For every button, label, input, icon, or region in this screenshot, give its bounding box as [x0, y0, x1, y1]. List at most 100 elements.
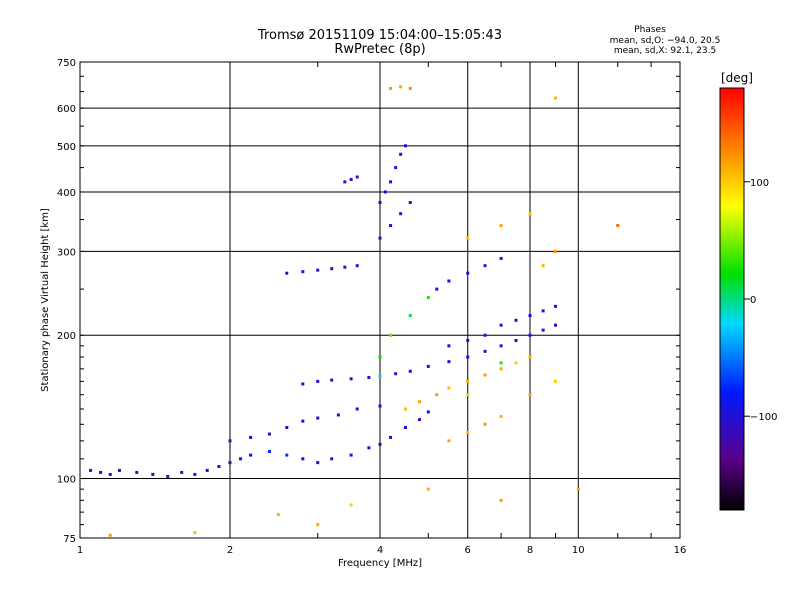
data-point: [285, 425, 289, 429]
data-point: [378, 236, 382, 240]
data-point: [417, 418, 421, 422]
data-point: [499, 224, 503, 228]
data-point: [249, 435, 253, 439]
x-tick-label: 1: [77, 545, 83, 556]
data-point: [285, 453, 289, 457]
data-point: [408, 369, 412, 373]
data-point: [447, 386, 451, 390]
data-point: [389, 435, 393, 439]
data-point: [399, 152, 403, 156]
stats-line-x: mean, sd,X: 92.1, 23.5: [614, 46, 716, 56]
colorbar-tick-label: −100: [750, 412, 777, 423]
data-point: [435, 393, 439, 397]
data-point: [193, 472, 197, 476]
data-point: [316, 268, 320, 272]
data-point: [389, 333, 393, 337]
data-point: [528, 333, 532, 337]
data-point: [499, 344, 503, 348]
data-point: [389, 224, 393, 228]
y-tick-label: 200: [57, 331, 76, 342]
data-point: [426, 410, 430, 414]
data-point: [403, 144, 407, 148]
data-point: [483, 349, 487, 353]
data-point: [343, 180, 347, 184]
chart-title: Tromsø 20151109 15:04:00–15:05:43: [257, 28, 502, 43]
data-point: [541, 309, 545, 313]
data-point: [285, 271, 289, 275]
data-point: [466, 393, 470, 397]
data-point: [378, 442, 382, 446]
colorbar-ticks: 100 0 −100: [744, 178, 777, 423]
data-point: [576, 487, 580, 491]
data-point: [553, 304, 557, 308]
data-point: [205, 468, 209, 472]
data-point: [180, 470, 184, 474]
data-point: [499, 256, 503, 260]
data-point: [249, 453, 253, 457]
data-point: [228, 461, 232, 465]
data-point: [108, 533, 112, 537]
data-point: [301, 270, 305, 274]
colorbar: [719, 87, 745, 511]
data-point: [399, 212, 403, 216]
data-point: [466, 338, 470, 342]
data-point: [435, 287, 439, 291]
data-point: [267, 449, 271, 453]
data-point: [541, 264, 545, 268]
x-tick-label: 4: [377, 545, 383, 556]
data-point: [228, 439, 232, 443]
data-point: [403, 407, 407, 411]
x-tick-label: 10: [572, 545, 585, 556]
x-tick-labels: 1 2 4 6 8 10 16: [77, 545, 687, 556]
data-point: [343, 265, 347, 269]
data-point: [336, 413, 340, 417]
data-point: [399, 85, 403, 89]
data-point: [267, 432, 271, 436]
data-point: [541, 328, 545, 332]
y-tick-label: 600: [57, 104, 76, 115]
data-point: [447, 439, 451, 443]
data-point: [514, 361, 518, 365]
data-point: [166, 474, 170, 478]
y-tick-labels: 75 100 200 300 400 500 600 750: [57, 58, 76, 545]
y-tick-label: 75: [63, 534, 76, 545]
data-point: [99, 470, 103, 474]
x-tick-label: 16: [674, 545, 687, 556]
data-point: [417, 400, 421, 404]
data-point: [553, 249, 557, 253]
colorbar-tick-label: 0: [750, 295, 756, 306]
data-point: [466, 430, 470, 434]
data-point: [426, 364, 430, 368]
data-point: [301, 457, 305, 461]
data-point: [514, 318, 518, 322]
data-point: [239, 457, 243, 461]
data-point: [616, 224, 620, 228]
data-point: [408, 201, 412, 205]
grid-lines: [80, 62, 680, 538]
data-point: [378, 374, 382, 378]
data-point: [316, 461, 320, 465]
y-tick-label: 750: [57, 58, 76, 69]
data-point: [447, 279, 451, 283]
data-points: [89, 85, 620, 537]
data-point: [426, 487, 430, 491]
data-point: [135, 470, 139, 474]
data-point: [528, 355, 532, 359]
data-point: [355, 264, 359, 268]
data-point: [367, 376, 371, 380]
data-point: [151, 472, 155, 476]
data-point: [276, 513, 280, 517]
data-point: [426, 296, 430, 300]
data-point: [553, 96, 557, 100]
data-point: [316, 416, 320, 420]
data-point: [483, 264, 487, 268]
data-point: [466, 236, 470, 240]
data-point: [528, 393, 532, 397]
data-point: [217, 464, 221, 468]
data-point: [301, 419, 305, 423]
colorbar-tick-label: 100: [750, 178, 769, 189]
data-point: [193, 531, 197, 535]
y-tick-label: 300: [57, 247, 76, 258]
data-point: [553, 323, 557, 327]
